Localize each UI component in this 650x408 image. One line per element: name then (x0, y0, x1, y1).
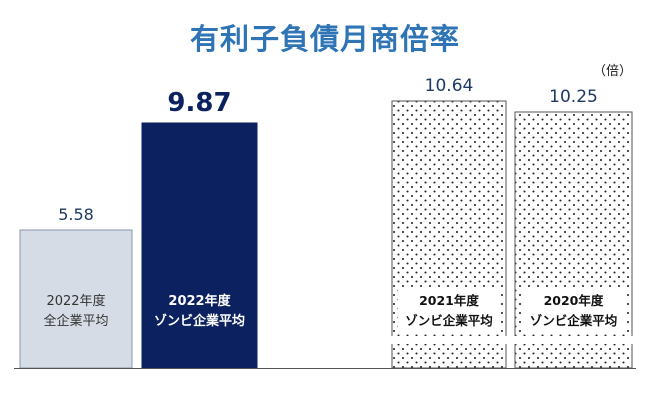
category-label-bg-4 (521, 289, 626, 333)
category-label-2-line-2: ゾンビ企業平均 (154, 313, 245, 329)
value-label-1: 5.58 (58, 205, 94, 224)
chart-title: 有利子負債月商倍率 (189, 22, 460, 56)
axis-break-4 (514, 336, 633, 344)
category-label-2-line-1: 2022年度 (168, 293, 231, 309)
bar-2 (141, 122, 258, 369)
value-label-4: 10.25 (549, 87, 598, 107)
value-label-3: 10.64 (425, 76, 474, 96)
category-label-4-line-2: ゾンビ企業平均 (530, 313, 618, 328)
category-label-3-line-2: ゾンビ企業平均 (405, 313, 493, 328)
category-label-1-line-2: 全企業平均 (43, 313, 108, 329)
axis-break-3 (391, 336, 507, 344)
category-label-3-line-1: 2021年度 (419, 293, 479, 308)
category-label-bg-3 (398, 289, 500, 333)
category-label-1-line-1: 2022年度 (46, 293, 105, 309)
value-label-2: 9.87 (167, 88, 231, 118)
bar-1 (19, 229, 133, 369)
category-label-4-line-1: 2020年度 (544, 293, 604, 308)
unit-label: （倍） (592, 64, 632, 79)
